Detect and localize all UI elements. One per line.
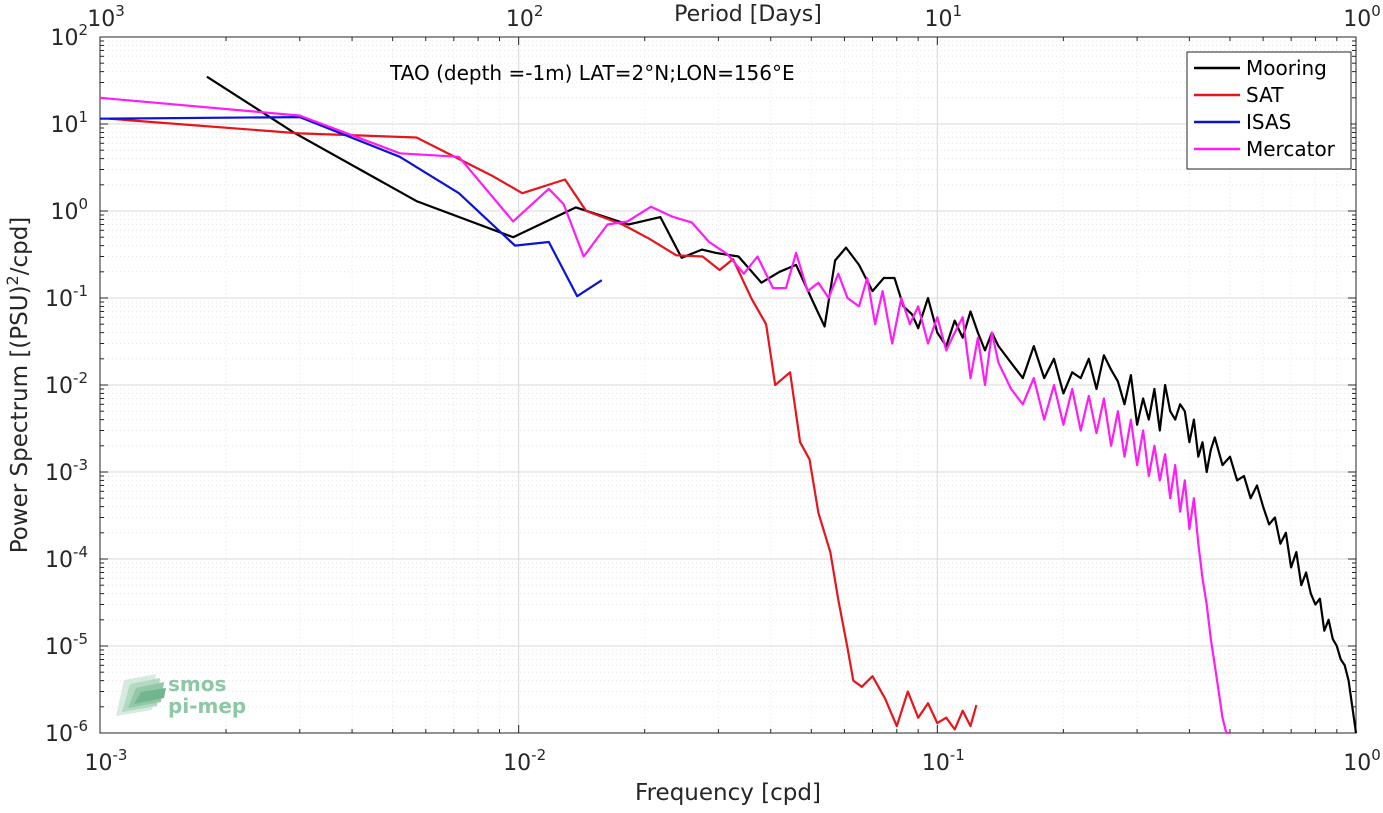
series-line-sat — [108, 117, 978, 731]
grid-lines — [100, 37, 1356, 733]
logo-line1: smos — [168, 672, 226, 696]
series-line-isas — [99, 115, 603, 298]
smos-pi-mep-logo: smos pi-mep — [116, 672, 246, 718]
y-tick-label: 10-1 — [45, 282, 88, 312]
top-tick-label: 103 — [87, 2, 125, 32]
x-tick-label: 10-1 — [922, 746, 965, 776]
y-tick-label: 101 — [50, 108, 88, 138]
x-tick-label: 10-2 — [503, 746, 546, 776]
y-tick-label: 10-3 — [45, 456, 88, 486]
top-tick-label: 102 — [506, 2, 544, 32]
legend-label-isas: ISAS — [1246, 110, 1291, 134]
logo-line2: pi-mep — [168, 694, 246, 718]
legend-label-mercator: Mercator — [1246, 137, 1336, 161]
legend-label-sat: SAT — [1246, 83, 1284, 107]
smos-logo-icon — [116, 674, 166, 716]
y-tick-label: 102 — [50, 21, 88, 51]
y-tick-label: 10-2 — [45, 369, 88, 399]
x-axis-label: Frequency [cpd] — [635, 780, 821, 806]
chart-annotation: TAO (depth =-1m) LAT=2°N;LON=156°E — [389, 61, 795, 85]
y-tick-label: 10-5 — [45, 630, 88, 660]
y-axis-label: Power Spectrum [(PSU)2/cpd] — [3, 217, 33, 554]
top-tick-label: 101 — [925, 2, 963, 32]
top-axis-label: Period [Days] — [674, 2, 822, 27]
y-tick-label: 100 — [50, 195, 88, 225]
top-tick-label: 100 — [1343, 2, 1381, 32]
x-tick-label: 10-3 — [85, 746, 128, 776]
axis-ticks: 10-3 10-2 10-1 100 10-6 10-5 10-4 10-3 10-2 10-1 1… — [45, 2, 1381, 776]
legend: Mooring SAT ISAS Mercator — [1186, 51, 1352, 170]
y-tick-label: 10-6 — [45, 717, 88, 747]
x-tick-label: 100 — [1343, 746, 1381, 776]
series-line-mercator — [99, 96, 1230, 735]
legend-label-mooring: Mooring — [1246, 56, 1327, 80]
series-lines — [99, 75, 1358, 735]
y-tick-label: 10-4 — [45, 543, 88, 573]
